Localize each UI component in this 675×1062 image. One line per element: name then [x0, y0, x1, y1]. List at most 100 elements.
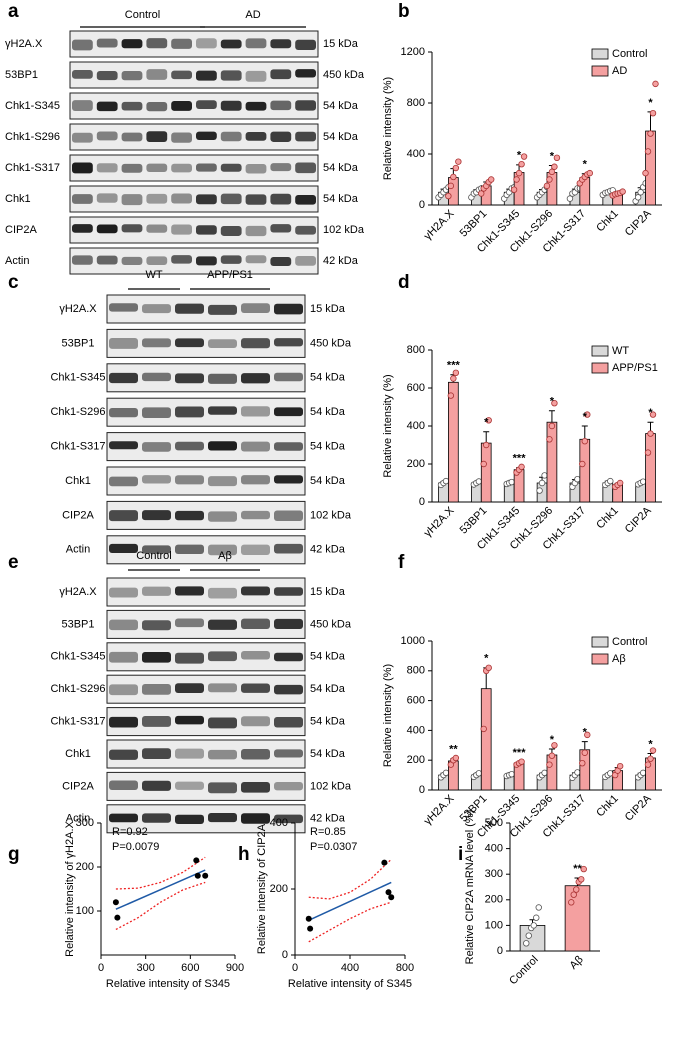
blot-band [241, 406, 270, 417]
blot-size: 15 kDa [323, 38, 359, 50]
data-point [551, 742, 558, 749]
blot-size: 54 kDa [310, 651, 346, 663]
blot-band [96, 70, 118, 81]
x-tick-label: 400 [341, 962, 359, 974]
legend-label: Control [612, 636, 647, 648]
significance: ** [573, 863, 582, 875]
data-point [450, 375, 457, 382]
group-label: Control [125, 9, 160, 21]
blot-band [220, 131, 242, 142]
blot-band [146, 69, 168, 80]
blot-label: Chk1 [65, 475, 91, 487]
blot-band [274, 749, 303, 758]
data-point [634, 194, 642, 201]
x-tick-label: γH2A.X [422, 207, 457, 242]
x-tick-label: Aβ [568, 954, 586, 972]
blot-band [72, 255, 93, 265]
y-tick-label: 600 [407, 695, 425, 707]
blot-band [109, 587, 138, 598]
blot-band [146, 193, 168, 204]
data-point [475, 770, 483, 777]
legend-label: APP/PS1 [612, 362, 658, 374]
blot-frame [106, 609, 306, 639]
blot-band [96, 38, 118, 48]
blot-band [109, 716, 138, 728]
blot-band [241, 782, 270, 793]
blot-band [274, 684, 303, 695]
blot-band [175, 441, 204, 451]
blot-band [274, 543, 303, 554]
blot-band [208, 782, 237, 794]
blot-band [109, 407, 138, 418]
data-point [447, 182, 455, 190]
x-tick-label: Chk1 [594, 505, 621, 532]
blot-band [121, 101, 143, 111]
data-point [649, 411, 657, 418]
x-axis-label: Relative intensity of S345 [106, 978, 230, 990]
blot-band [171, 163, 192, 173]
y-tick-label: 1000 [401, 635, 425, 647]
blot-band [142, 372, 171, 382]
data-point [475, 478, 483, 485]
y-tick-label: 200 [485, 894, 503, 906]
blot-frame [106, 577, 306, 607]
data-point [647, 130, 654, 137]
data-point [518, 160, 525, 168]
blot-band [171, 193, 192, 204]
blot-size: 102 kDa [310, 780, 352, 792]
blot-band [196, 163, 217, 172]
data-point [546, 436, 553, 443]
bar [480, 688, 492, 791]
blot-band [220, 163, 242, 172]
legend-swatch [591, 48, 609, 60]
blot-band [295, 162, 316, 174]
blot-band [241, 618, 270, 630]
significance: * [583, 411, 588, 423]
bar [480, 442, 492, 503]
blot-size: 42 kDa [310, 813, 346, 825]
data-point [578, 876, 585, 883]
blot-band [109, 651, 138, 663]
error-bar [581, 425, 588, 440]
blot-band [96, 193, 118, 203]
blot-band [245, 255, 267, 264]
data-point [483, 441, 490, 449]
blot-band [241, 586, 270, 596]
data-point [194, 872, 201, 879]
blot-band [175, 373, 204, 384]
blot-size: 102 kDa [323, 224, 365, 236]
data-point [114, 914, 121, 921]
blot-frame [106, 739, 306, 769]
blot-band [142, 510, 171, 521]
blot-label: 53BP1 [5, 69, 38, 81]
annotation: P=0.0079 [112, 841, 159, 853]
y-tick-label: 800 [407, 97, 425, 109]
y-axis-label: Relative intensity (%) [382, 664, 394, 767]
blot-band [96, 224, 118, 234]
blot-band [142, 586, 171, 596]
blot-band [109, 813, 138, 823]
data-point [445, 192, 452, 200]
panel-letter: c [8, 272, 19, 293]
y-tick-label: 0 [419, 496, 425, 508]
data-point [647, 430, 654, 437]
blot-band [175, 406, 204, 418]
data-point [480, 725, 487, 733]
blot-label: Chk1-S296 [50, 683, 105, 695]
data-point [652, 80, 659, 88]
blot-band [171, 224, 192, 235]
x-tick-label: γH2A.X [422, 504, 457, 539]
blot-band [208, 511, 237, 522]
blot-band [171, 70, 192, 80]
data-point [581, 749, 588, 756]
y-tick-label: 200 [76, 861, 94, 873]
blot-size: 54 kDa [310, 441, 346, 453]
blot-frame [106, 674, 306, 704]
blot-size: 54 kDa [310, 748, 346, 760]
y-tick-label: 200 [407, 458, 425, 470]
blot-band [208, 406, 237, 415]
blot-label: Chk1-S317 [5, 162, 60, 174]
data-point [388, 894, 395, 901]
significance: * [517, 150, 522, 162]
blot-band [274, 587, 303, 596]
